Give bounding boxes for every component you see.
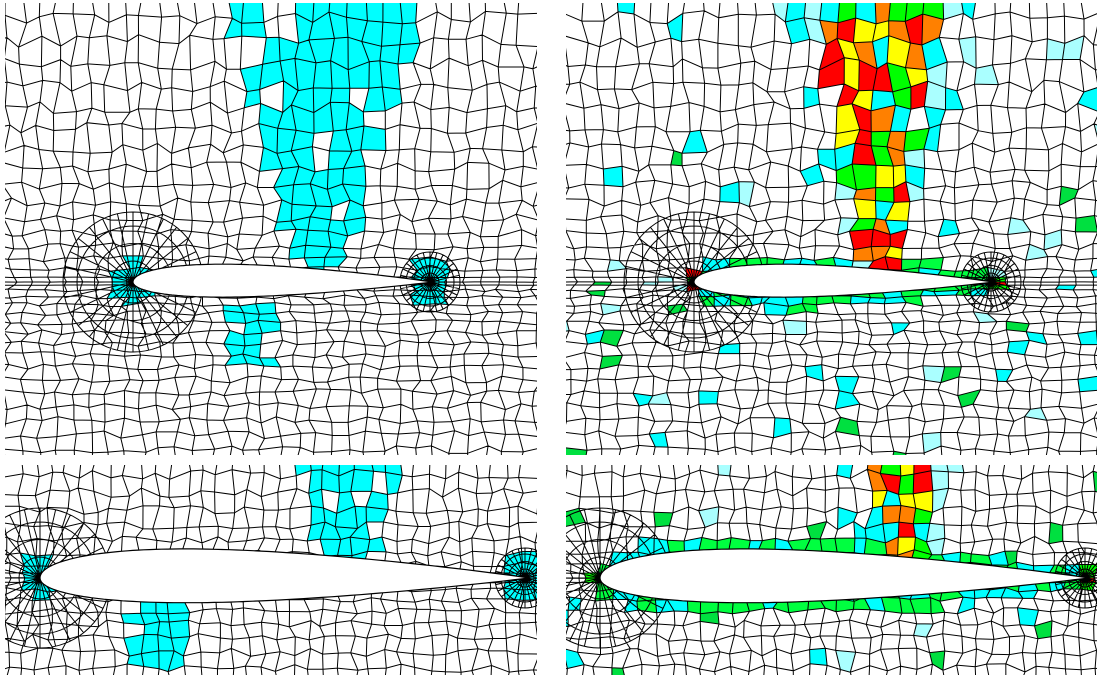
page: (() => { const data = JSON.parse(documen…	[0, 0, 1099, 679]
mesh-panel	[0, 0, 558, 466]
mesh-panel	[545, 0, 1099, 466]
mesh-figure	[0, 0, 1099, 679]
airfoil	[133, 264, 430, 297]
airfoil	[40, 549, 525, 603]
mesh-panel	[530, 454, 1099, 679]
mesh-panel	[0, 454, 556, 679]
